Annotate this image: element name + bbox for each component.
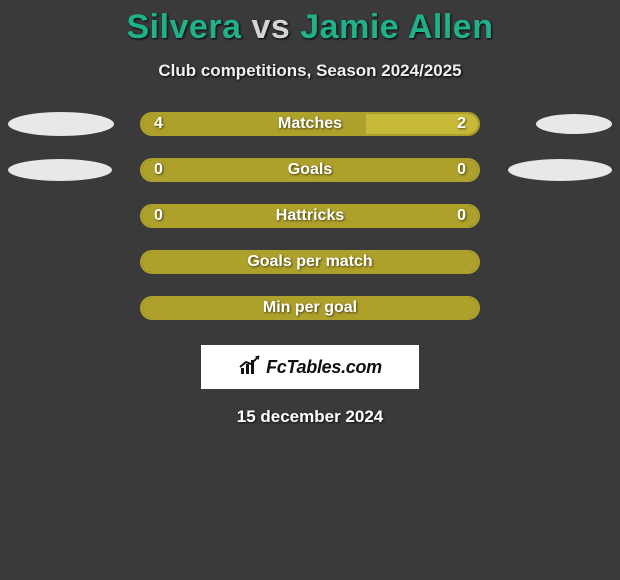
player2-marker bbox=[508, 159, 612, 181]
chart-growth-icon bbox=[238, 354, 264, 381]
source-logo: FcTables.com bbox=[201, 345, 419, 389]
stat-bar: Goals per match bbox=[140, 250, 480, 274]
subtitle: Club competitions, Season 2024/2025 bbox=[158, 61, 461, 81]
stat-row: Goals 0 0 bbox=[0, 155, 620, 185]
stat-row: Hattricks 0 0 bbox=[0, 201, 620, 231]
stat-label: Matches bbox=[278, 115, 342, 133]
stat-label: Goals bbox=[288, 161, 332, 179]
stat-label: Hattricks bbox=[276, 207, 344, 225]
stat-label: Min per goal bbox=[263, 299, 357, 317]
stat-row: Matches 4 2 bbox=[0, 109, 620, 139]
stat-value-right: 0 bbox=[457, 207, 466, 225]
stat-bar: Min per goal bbox=[140, 296, 480, 320]
stat-value-left: 0 bbox=[154, 161, 163, 179]
stat-label: Goals per match bbox=[247, 253, 372, 271]
logo-text: FcTables.com bbox=[266, 357, 382, 378]
player2-marker bbox=[536, 114, 612, 134]
stat-row: Min per goal bbox=[0, 293, 620, 323]
stats-rows: Matches 4 2 Goals 0 0 Hattricks 0 0 Goals per mat… bbox=[0, 109, 620, 339]
stat-value-right: 0 bbox=[457, 161, 466, 179]
player1-marker bbox=[8, 112, 114, 136]
stat-value-left: 0 bbox=[154, 207, 163, 225]
stat-bar: Matches 4 2 bbox=[140, 112, 480, 136]
stat-bar: Goals 0 0 bbox=[140, 158, 480, 182]
stat-bar: Hattricks 0 0 bbox=[140, 204, 480, 228]
stat-value-left: 4 bbox=[154, 115, 163, 133]
stat-row: Goals per match bbox=[0, 247, 620, 277]
player1-marker bbox=[8, 159, 112, 181]
vs-separator: vs bbox=[251, 8, 290, 46]
date-label: 15 december 2024 bbox=[237, 407, 384, 427]
stat-value-right: 2 bbox=[457, 115, 466, 133]
comparison-title: Silvera vs Jamie Allen bbox=[127, 8, 494, 47]
player1-name: Silvera bbox=[127, 8, 242, 46]
player2-name: Jamie Allen bbox=[300, 8, 493, 46]
